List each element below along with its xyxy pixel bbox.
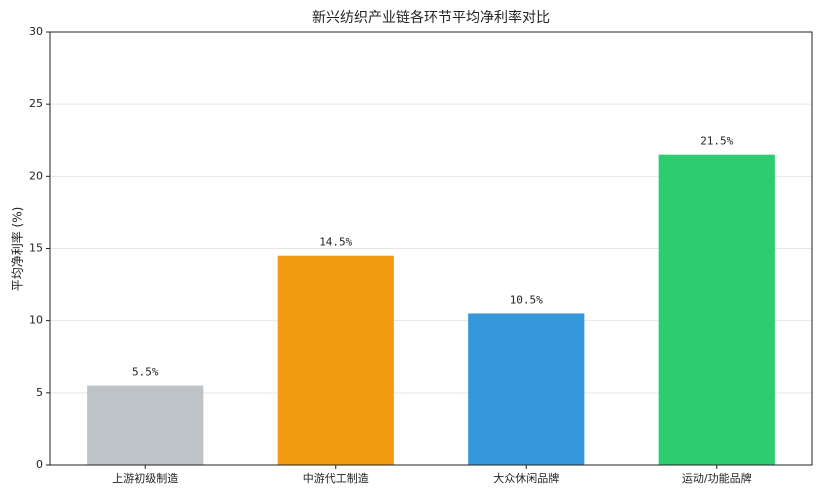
y-tick-label: 10 xyxy=(29,314,43,327)
value-label: 10.5% xyxy=(510,293,543,306)
bar xyxy=(277,255,394,465)
y-tick-label: 15 xyxy=(29,242,43,255)
x-tick-label: 运动/功能品牌 xyxy=(682,471,752,485)
bar xyxy=(658,154,775,465)
y-tick-label: 0 xyxy=(36,458,43,471)
y-tick-label: 30 xyxy=(29,25,43,38)
chart-title: 新兴纺织产业链各环节平均净利率对比 xyxy=(312,9,550,26)
y-tick-label: 25 xyxy=(29,97,43,110)
value-label: 14.5% xyxy=(319,236,352,249)
y-axis-label: 平均净利率 (%) xyxy=(10,207,25,292)
y-tick-label: 5 xyxy=(36,386,43,399)
bar xyxy=(87,385,204,465)
y-tick-label: 20 xyxy=(29,169,43,182)
x-tick-label: 大众休闲品牌 xyxy=(493,471,559,485)
value-label: 5.5% xyxy=(132,366,159,379)
bar xyxy=(468,313,585,465)
plot-frame xyxy=(49,31,813,466)
x-tick-label: 中游代工制造 xyxy=(303,471,369,485)
value-label: 21.5% xyxy=(700,135,733,148)
x-tick-label: 上游初级制造 xyxy=(112,471,178,485)
